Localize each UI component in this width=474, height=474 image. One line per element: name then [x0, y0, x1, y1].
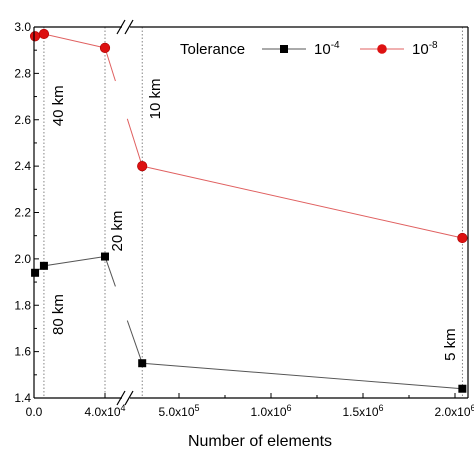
- x-axis-title: Number of elements: [188, 433, 332, 450]
- series-0-point-4: [458, 384, 467, 393]
- x-tick-label: 1.0x106: [250, 403, 291, 419]
- y-tick-label: 3.0: [14, 20, 31, 34]
- series-0-line-break-a: [104, 256, 116, 287]
- y-tick-label: 2.0: [14, 252, 31, 266]
- series-0-point-3: [138, 359, 147, 368]
- plot-frame: [33, 19, 469, 406]
- legend-entry-label-1: 10-8: [412, 40, 438, 58]
- y-tick-label: 1.6: [14, 345, 31, 359]
- series-0-point-0: [31, 268, 40, 277]
- y-tick-label: 1.4: [14, 391, 31, 405]
- x-tick-label: 0.0: [26, 405, 43, 419]
- x-tick-label: 5.0x105: [158, 403, 199, 419]
- legend-swatch-marker-0: [280, 45, 288, 53]
- axis-break-mark-0-1: [124, 19, 134, 35]
- series-1-point-4: [457, 232, 468, 244]
- series-1-point-0: [29, 31, 41, 42]
- x-tick-label: 2.0x106: [434, 403, 474, 419]
- series-1-point-3: [137, 161, 148, 172]
- y-tick-label: 2.6: [14, 113, 31, 127]
- series-0-point-1: [39, 261, 48, 270]
- series-1-line-break-b: [126, 118, 143, 167]
- axis-break-mark-1-1: [124, 390, 134, 406]
- legend: Tolerance 10-4 10-8: [180, 40, 438, 58]
- series-0-point-2: [101, 252, 109, 261]
- legend-entry-label-0: 10-4: [314, 40, 340, 58]
- series-markers: [29, 28, 468, 393]
- y-tick-label: 2.8: [14, 66, 31, 80]
- axis-break-mark-0-0: [116, 19, 126, 35]
- series-0-line-break-b: [126, 320, 143, 364]
- series-1-point-2: [99, 42, 111, 53]
- series-1-line-break-a: [104, 47, 116, 82]
- reference-lines: [43, 27, 463, 398]
- y-tick-label: 2.2: [14, 206, 31, 220]
- annotation-40-km: 40 km: [50, 85, 67, 126]
- series-lines: [34, 33, 463, 390]
- annotation-5-km: 5 km: [442, 328, 459, 361]
- annotation-10-km: 10 km: [147, 78, 164, 119]
- legend-title: Tolerance: [180, 41, 245, 58]
- series-1-line-right: [142, 165, 463, 239]
- annotation-20-km: 20 km: [109, 211, 126, 252]
- axis-ticks: 1.4 1.6 1.8 2.0 2.2 2.4 2.6 2.8 3.0 0.0 4.0x104 5.0…: [14, 20, 474, 419]
- axis-break-mark-1-0: [116, 390, 126, 406]
- x-tick-label: 4.0x104: [84, 403, 125, 419]
- y-tick-label: 2.4: [14, 159, 31, 173]
- legend-swatch-marker-1: [377, 44, 387, 54]
- annotations: 40 km 80 km 20 km 10 km 5 km: [50, 78, 459, 360]
- series-0-line-right: [142, 362, 463, 390]
- y-tick-label: 1.8: [14, 298, 31, 312]
- x-tick-label: 1.5x106: [342, 403, 383, 419]
- series-1-point-1: [38, 28, 50, 40]
- annotation-80-km: 80 km: [50, 294, 67, 335]
